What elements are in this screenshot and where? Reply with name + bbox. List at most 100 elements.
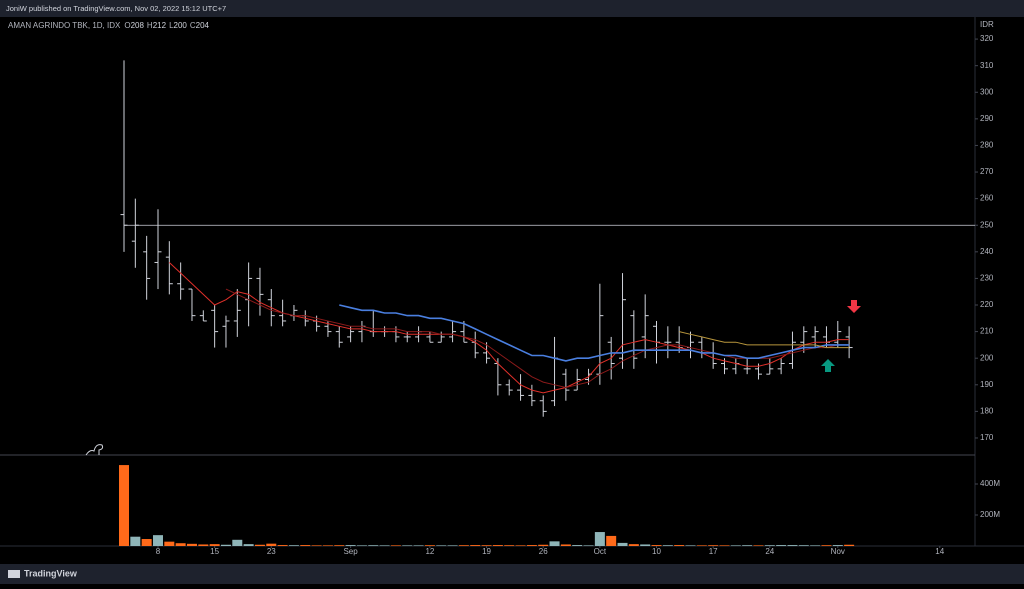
volume-bar	[436, 545, 447, 546]
volume-bar	[492, 545, 503, 546]
y-tick-label: 270	[980, 167, 994, 176]
y-tick-label: 210	[980, 327, 994, 336]
volume-bar	[175, 543, 186, 546]
x-tick-label: 14	[935, 547, 944, 556]
volume-bar	[560, 544, 571, 546]
volume-bar	[572, 545, 583, 546]
y-tick-label: 310	[980, 61, 994, 70]
volume-bar	[628, 544, 639, 546]
y-tick-label: 200	[980, 353, 994, 362]
volume-bar	[583, 545, 594, 546]
legend-value: 208	[131, 21, 145, 30]
volume-bar	[640, 544, 651, 546]
volume-bar	[379, 545, 390, 546]
brand-text: TradingView	[24, 568, 78, 578]
volume-bar	[322, 545, 333, 546]
volume-bar	[458, 545, 469, 546]
x-tick-label: 19	[482, 547, 491, 556]
volume-bar	[141, 539, 152, 546]
volume-tick-label: 400M	[980, 479, 1000, 488]
volume-bar	[334, 545, 345, 546]
x-tick-label: 8	[156, 547, 161, 556]
y-tick-label: 230	[980, 274, 994, 283]
volume-bar	[617, 542, 628, 546]
volume-bar	[787, 545, 798, 546]
volume-bar	[470, 545, 481, 546]
x-tick-label: 12	[425, 547, 434, 556]
watermark-icon	[85, 444, 104, 456]
header-bar	[0, 0, 1024, 17]
legend-key: O	[124, 21, 130, 30]
volume-bar	[266, 543, 277, 546]
volume-bar	[130, 536, 141, 546]
y-tick-label: 250	[980, 220, 994, 229]
up-arrow	[821, 359, 835, 372]
volume-bar	[708, 545, 719, 546]
volume-bar	[504, 545, 515, 546]
volume-bar	[810, 545, 821, 546]
volume-bar	[119, 465, 129, 546]
y-tick-label: 190	[980, 380, 994, 389]
x-tick-label: 24	[765, 547, 774, 556]
volume-bar	[844, 544, 855, 546]
volume-bar	[254, 544, 265, 546]
volume-bar	[402, 545, 413, 546]
x-tick-label: 23	[267, 547, 276, 556]
x-tick-label: Oct	[594, 547, 607, 556]
volume-bar	[651, 545, 662, 546]
volume-bar	[696, 545, 707, 546]
publisher-text: JoniW published on TradingView.com, Nov …	[6, 4, 226, 13]
volume-bar	[674, 545, 685, 546]
legend-key: H	[147, 21, 153, 30]
x-tick-label: Nov	[831, 547, 845, 556]
y-tick-label: 320	[980, 34, 994, 43]
moving-average-line	[339, 304, 850, 362]
footer-bar	[0, 564, 1024, 584]
down-arrow	[847, 300, 861, 313]
volume-tick-label: 200M	[980, 510, 1000, 519]
legend-value: 212	[153, 21, 167, 30]
volume-bar	[730, 545, 741, 546]
volume-bar	[424, 545, 435, 546]
volume-bar	[209, 544, 220, 546]
volume-bar	[776, 545, 787, 546]
volume-bar	[515, 545, 526, 546]
volume-bar	[526, 545, 537, 546]
volume-bar	[220, 544, 231, 546]
volume-bar	[288, 545, 299, 546]
volume-bar	[447, 545, 458, 546]
x-tick-label: Sep	[343, 547, 358, 556]
volume-bar	[538, 544, 549, 546]
currency-label: IDR	[980, 20, 994, 29]
volume-bar	[186, 543, 197, 546]
volume-bar	[345, 545, 356, 546]
volume-bar	[549, 541, 560, 546]
volume-bar	[390, 545, 401, 546]
volume-bar	[311, 545, 322, 546]
volume-bar	[243, 544, 254, 546]
volume-bar	[753, 545, 764, 546]
volume-bar	[232, 539, 243, 546]
y-tick-label: 180	[980, 406, 994, 415]
volume-bar	[368, 545, 379, 546]
y-tick-label: 240	[980, 247, 994, 256]
volume-bar	[798, 545, 809, 546]
volume-bar	[606, 535, 617, 546]
legend-key: C	[190, 21, 196, 30]
legend: AMAN AGRINDO TBK, 1D, IDX O208 H212 L200 C20…	[8, 21, 210, 30]
legend-key: L	[169, 21, 174, 30]
volume-bar	[356, 545, 367, 546]
y-tick-label: 300	[980, 87, 994, 96]
volume-bar	[481, 545, 492, 546]
y-tick-label: 170	[980, 433, 994, 442]
volume-bar	[413, 545, 424, 546]
legend-value: 204	[196, 21, 210, 30]
volume-bar	[152, 535, 163, 546]
volume-bar	[742, 545, 753, 546]
x-tick-label: 15	[210, 547, 219, 556]
volume-bar	[277, 545, 288, 546]
volume-bar	[832, 545, 843, 546]
symbol-title: AMAN AGRINDO TBK, 1D, IDX	[8, 21, 121, 30]
volume-bar	[198, 544, 209, 546]
